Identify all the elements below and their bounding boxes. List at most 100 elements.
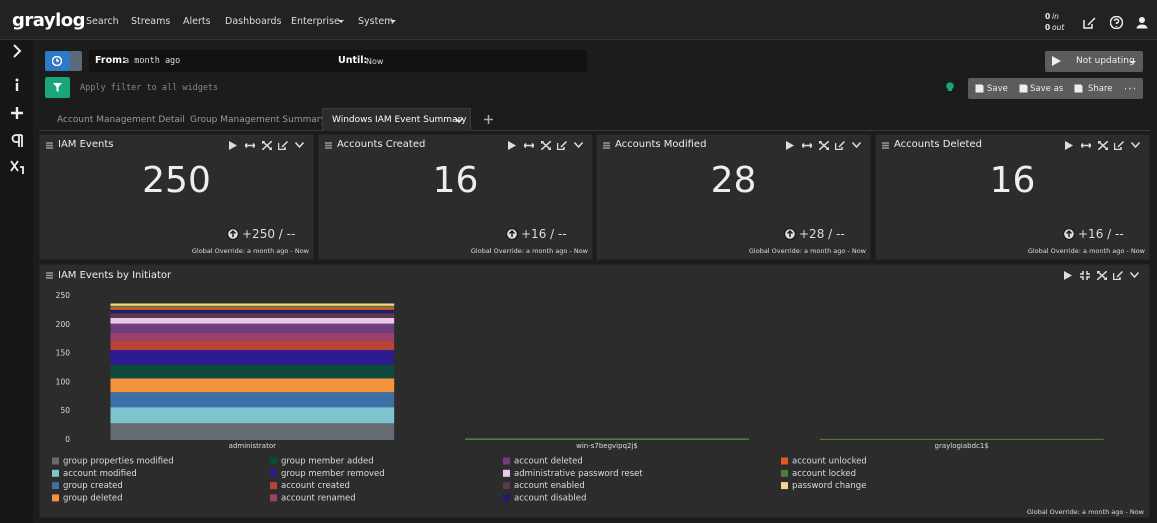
widget-footer: Global Override: a month ago - Now	[192, 247, 309, 255]
play-icon[interactable]	[1052, 56, 1061, 66]
clock-icon[interactable]	[52, 56, 62, 66]
nav-item[interactable]: System	[358, 16, 393, 27]
legend-swatch	[270, 470, 277, 477]
play-icon[interactable]	[786, 141, 794, 150]
bar-segment	[110, 308, 394, 310]
tab-caret[interactable]	[455, 118, 463, 123]
nav-item[interactable]: Search	[86, 16, 119, 27]
chevron-icon[interactable]	[295, 142, 304, 148]
drag-handle[interactable]	[882, 142, 889, 149]
chevron-icon[interactable]	[852, 142, 861, 148]
legend-label: account locked	[792, 469, 856, 479]
tab[interactable]: Account Management Detail	[57, 115, 185, 125]
save_as-icon[interactable]	[1019, 84, 1028, 93]
legend-swatch	[503, 458, 510, 465]
save-button[interactable]: Save	[987, 84, 1008, 94]
trend-icon	[227, 228, 239, 240]
play-icon[interactable]	[508, 141, 516, 150]
refresh-caret[interactable]	[1130, 61, 1136, 65]
bar-segment	[110, 378, 394, 392]
legend-label: account enabled	[514, 481, 585, 491]
from-label: From:	[95, 55, 126, 66]
sidebar	[0, 40, 33, 523]
resize-icon[interactable]	[1081, 141, 1091, 150]
nav-caret[interactable]	[390, 20, 396, 24]
widget-title: Accounts Created	[337, 139, 425, 150]
legend-label: group deleted	[63, 493, 123, 503]
nav-item[interactable]: Dashboards	[225, 16, 282, 27]
bar-segment	[110, 341, 394, 350]
bar-segment	[110, 306, 394, 308]
add-tab[interactable]	[484, 115, 493, 124]
y-tick-label: 0	[65, 435, 70, 444]
chart-title: IAM Events by Initiator	[58, 270, 172, 281]
tab[interactable]: Windows IAM Event Summary	[332, 115, 467, 125]
legend-swatch	[781, 458, 788, 465]
legend-swatch	[52, 458, 59, 465]
share-icon[interactable]	[1074, 84, 1083, 93]
expand-icon[interactable]	[1098, 141, 1108, 150]
edit-icon[interactable]	[278, 141, 288, 150]
x-tick-label: graylogiabdc1$	[935, 442, 989, 450]
x-tick-label: win-s7begvipq2j$	[576, 442, 638, 450]
widget-title: Accounts Deleted	[894, 139, 982, 150]
legend-label: account renamed	[281, 493, 356, 503]
legend-label: group properties modified	[63, 457, 174, 467]
bar-segment	[110, 318, 394, 324]
user-icon[interactable]	[1136, 16, 1148, 29]
expand-icon[interactable]	[262, 141, 272, 150]
share-button[interactable]: Share	[1088, 84, 1113, 94]
bar-segment	[110, 310, 394, 313]
drag-handle[interactable]	[325, 142, 332, 149]
y-tick-label: 250	[56, 291, 71, 300]
bar-segment	[110, 392, 394, 407]
more-icon[interactable]	[1124, 87, 1136, 90]
resize-icon[interactable]	[524, 141, 534, 150]
save-icon[interactable]	[975, 84, 984, 93]
save_as-button[interactable]: Save as	[1030, 84, 1063, 94]
throughput-value: 0	[1045, 23, 1050, 32]
legend-label: administrative password reset	[514, 469, 643, 479]
filter-input[interactable]: Apply filter to all widgets	[80, 83, 218, 93]
time-dropdown[interactable]	[70, 51, 82, 71]
bar-segment	[110, 324, 394, 333]
play-icon[interactable]	[1065, 141, 1073, 150]
expand-icon[interactable]	[819, 141, 829, 150]
drag-handle[interactable]	[603, 142, 610, 149]
edit-icon[interactable]	[1114, 141, 1124, 150]
nav-caret[interactable]	[338, 20, 344, 24]
legend-swatch	[270, 494, 277, 501]
legend-swatch	[52, 494, 59, 501]
edit-icon[interactable]	[1083, 16, 1096, 29]
expand-icon[interactable]	[541, 141, 551, 150]
resize-icon[interactable]	[802, 141, 812, 150]
bar-segment	[465, 438, 749, 440]
nav-item[interactable]: Streams	[131, 16, 170, 27]
bar-segment	[110, 423, 394, 440]
trend-icon	[784, 228, 796, 240]
widget-value: 16	[318, 160, 593, 201]
nav-item[interactable]: Enterprise	[291, 16, 340, 27]
y-tick-label: 150	[56, 349, 71, 358]
legend-label: account modified	[63, 469, 137, 479]
edit-icon[interactable]	[835, 141, 845, 150]
edit-icon[interactable]	[557, 141, 567, 150]
resize-icon[interactable]	[245, 141, 255, 150]
throughput-unit: in	[1052, 12, 1059, 21]
legend-label: group member added	[281, 457, 374, 467]
help-icon[interactable]	[1110, 16, 1123, 29]
legend-label: account disabled	[514, 493, 586, 503]
chevron-icon[interactable]	[1131, 142, 1140, 148]
widget-title: Accounts Modified	[615, 139, 706, 150]
legend-label: group member removed	[281, 469, 385, 479]
legend-label: password change	[792, 481, 866, 491]
legend-swatch	[270, 458, 277, 465]
play-icon[interactable]	[229, 141, 237, 150]
bar-segment	[820, 439, 1104, 440]
filter-icon[interactable]	[53, 83, 62, 92]
trend: +28 / --	[799, 227, 845, 241]
drag-handle[interactable]	[46, 142, 53, 149]
chevron-icon[interactable]	[574, 142, 583, 148]
tab[interactable]: Group Management Summary	[190, 115, 326, 125]
nav-item[interactable]: Alerts	[183, 16, 211, 27]
